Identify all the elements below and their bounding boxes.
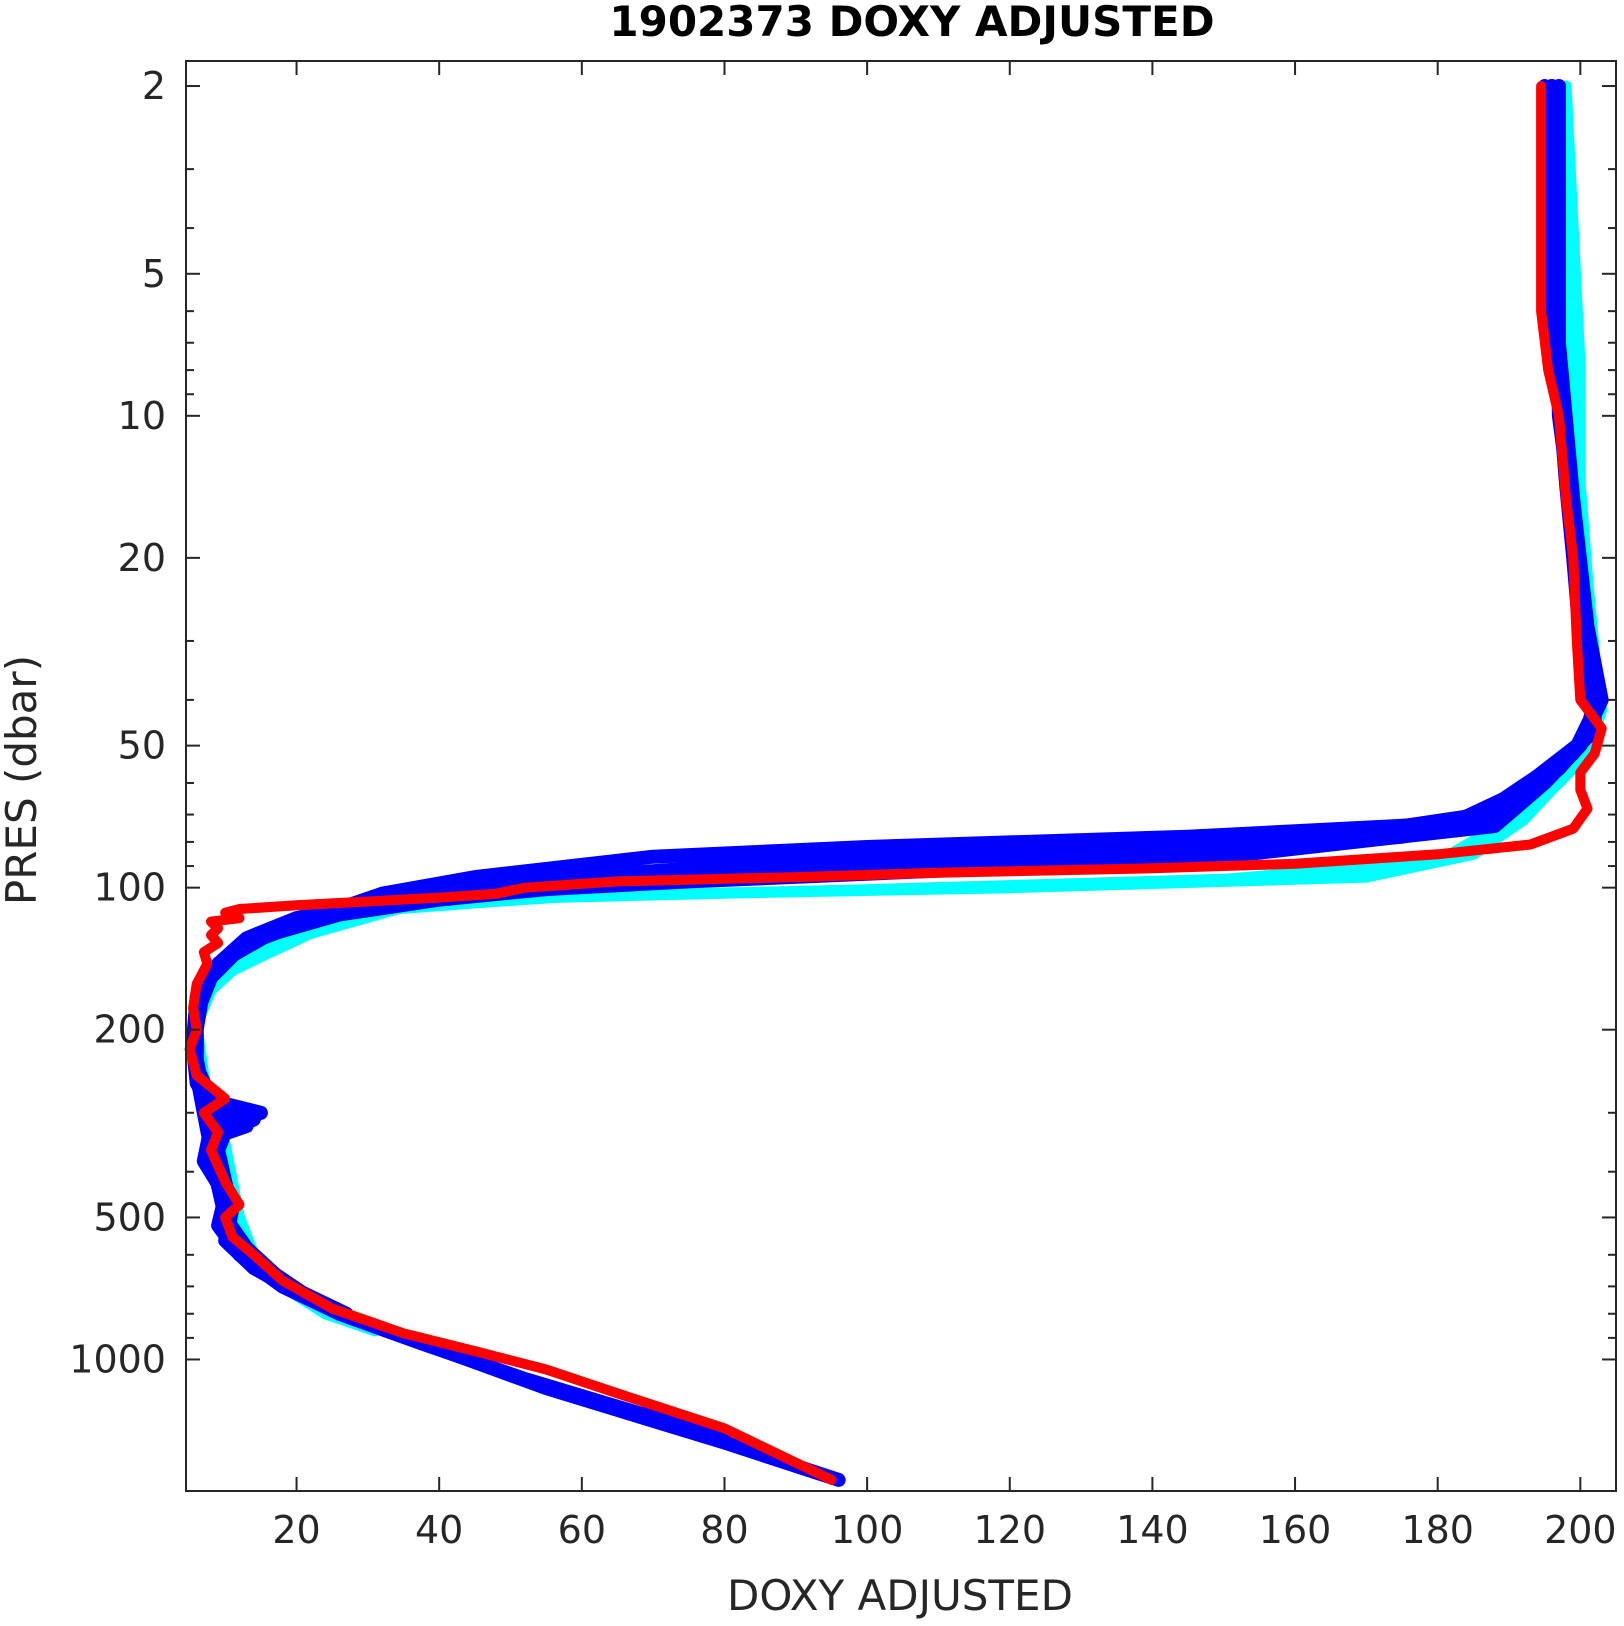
profile-line-blue-4 xyxy=(189,79,1602,1321)
x-tick-label: 60 xyxy=(558,1508,606,1552)
profile-line-cyan-2 xyxy=(191,80,1608,1325)
series-cyan xyxy=(191,80,1608,1337)
y-axis-title: PRES (dbar) xyxy=(0,655,46,905)
series-blue xyxy=(186,79,1609,1487)
x-axis-title: DOXY ADJUSTED xyxy=(727,1571,1073,1620)
profile-line-blue-2 xyxy=(189,79,1602,1443)
x-tick-label: 100 xyxy=(831,1508,904,1552)
series-layer xyxy=(184,79,1609,1487)
x-tick-label: 160 xyxy=(1259,1508,1332,1552)
y-tick-label: 200 xyxy=(93,1008,166,1052)
series-red xyxy=(184,81,1607,1485)
x-tick-label: 40 xyxy=(415,1508,463,1552)
y-tick-label: 500 xyxy=(93,1195,166,1239)
x-tick-label: 200 xyxy=(1544,1508,1617,1552)
y-tick-label: 20 xyxy=(118,536,166,580)
x-tick-label: 120 xyxy=(973,1508,1046,1552)
chart-title: 1902373 DOXY ADJUSTED xyxy=(609,0,1214,46)
profile-line-blue-1 xyxy=(186,79,1602,1487)
x-tick-label: 20 xyxy=(272,1508,320,1552)
y-tick-label: 10 xyxy=(118,394,166,438)
x-tick-label: 140 xyxy=(1116,1508,1189,1552)
profile-line-cyan-1 xyxy=(191,80,1608,1337)
y-tick-label: 100 xyxy=(93,866,166,910)
x-tick-label: 80 xyxy=(700,1508,748,1552)
y-tick-label: 50 xyxy=(118,724,166,768)
ticks-layer: 20 40 60 80 100 120 140 160 180 200 2 5 10 20 50 100 200… xyxy=(69,61,1617,1552)
y-tick-label: 1000 xyxy=(69,1337,166,1381)
x-tick-label: 180 xyxy=(1401,1508,1474,1552)
plot-frame xyxy=(185,60,1617,1492)
y-tick-label: 5 xyxy=(142,252,166,296)
profile-line-blue-3 xyxy=(186,79,1609,1311)
profile-line-red-1 xyxy=(184,81,1607,1485)
y-tick-label: 2 xyxy=(142,64,166,108)
